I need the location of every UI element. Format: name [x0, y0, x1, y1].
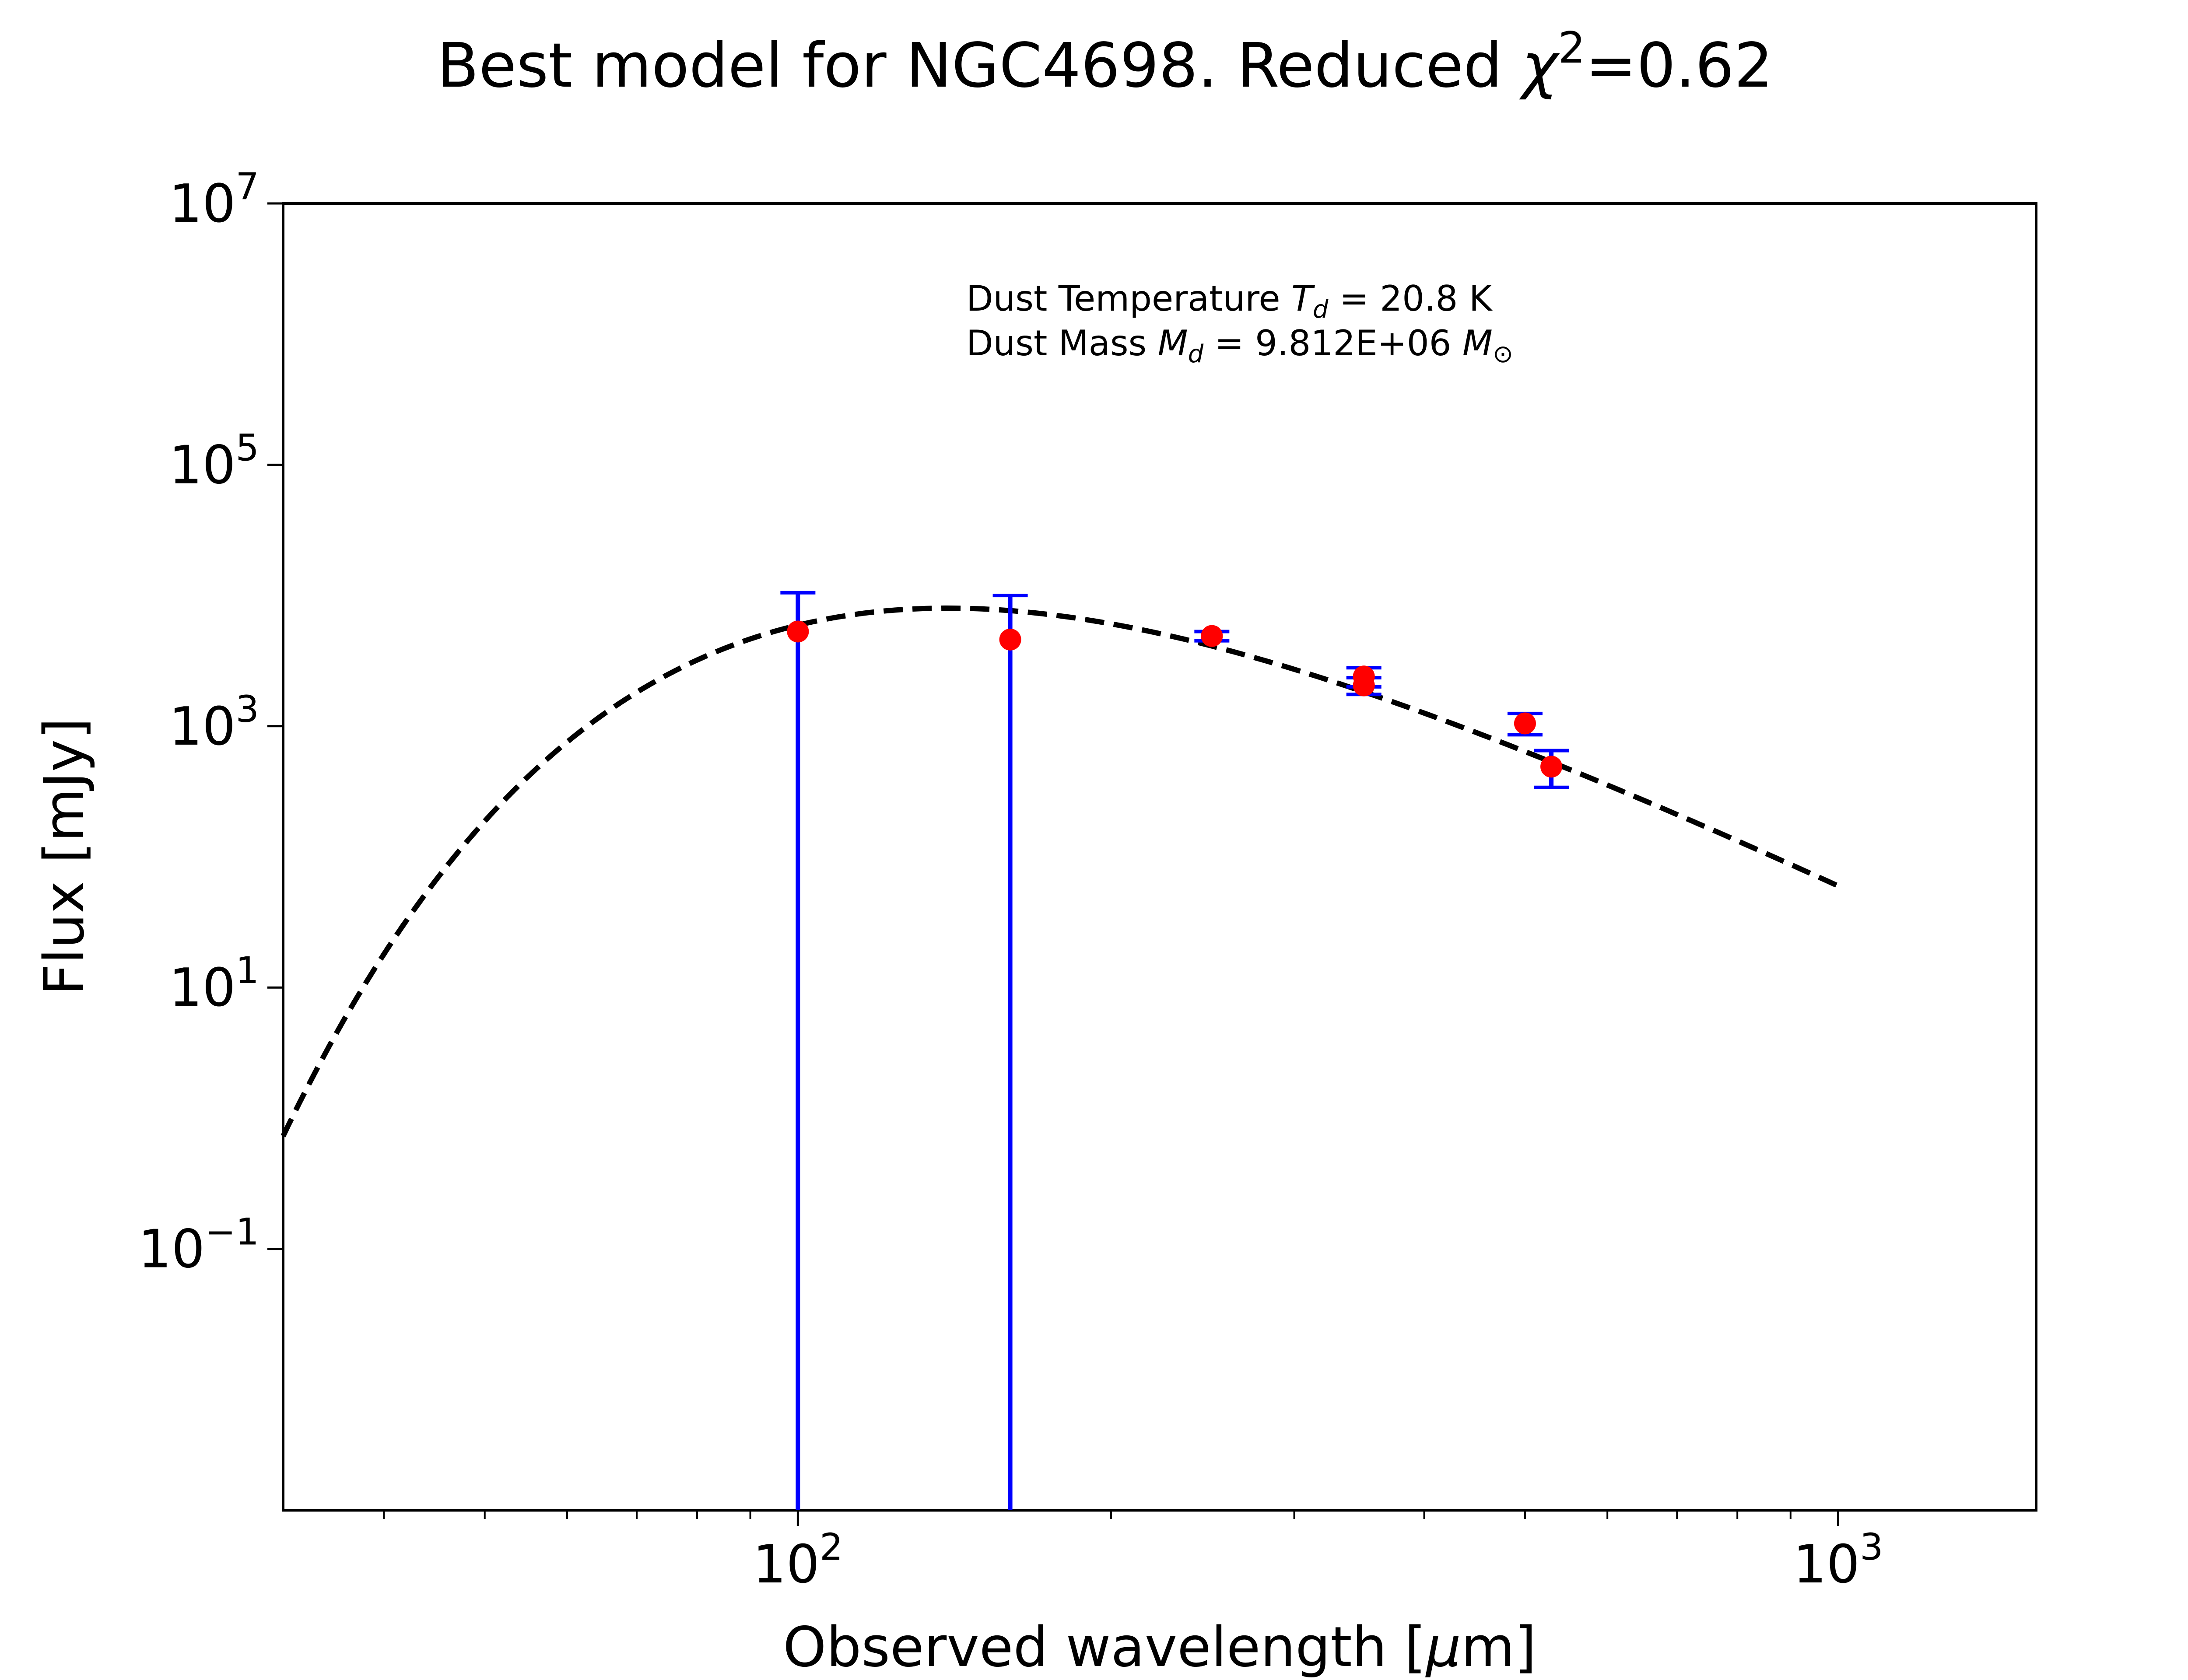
y-axis-label: Flux [mJy] — [32, 718, 96, 996]
y-tick-label: 107 — [169, 165, 259, 234]
annotation-temperature: Dust Temperature Td = 20.8 K — [966, 278, 1493, 324]
y-tick-label: 105 — [169, 426, 259, 496]
annotation-mass: Dust Mass Md = 9.812E+06 M⊙ — [966, 323, 1513, 368]
data-point — [1201, 625, 1223, 647]
y-axis-ticks: 107 105 103 101 10−1 — [138, 165, 283, 1280]
x-tick-label: 103 — [1793, 1526, 1883, 1595]
data-point — [1514, 712, 1536, 735]
y-tick-label: 101 — [169, 949, 259, 1018]
error-bars — [780, 591, 1569, 1510]
y-tick-label: 103 — [169, 688, 259, 757]
data-point — [1540, 756, 1563, 778]
x-axis-ticks: 102 103 — [753, 1510, 1883, 1595]
data-points — [787, 620, 1563, 778]
data-point — [1353, 674, 1375, 696]
model-curve — [281, 605, 1839, 1138]
x-tick-label: 102 — [753, 1526, 843, 1595]
x-axis-label: Observed wavelength [μm] — [783, 1615, 1536, 1679]
data-point — [999, 628, 1021, 651]
y-tick-label: 10−1 — [138, 1211, 259, 1280]
plot-frame — [282, 202, 2037, 1512]
data-point — [787, 620, 809, 643]
chart-title: Best model for NGC4698. Reduced χ2=0.62 — [437, 23, 1773, 102]
x-minor-ticks — [383, 1510, 1792, 1519]
